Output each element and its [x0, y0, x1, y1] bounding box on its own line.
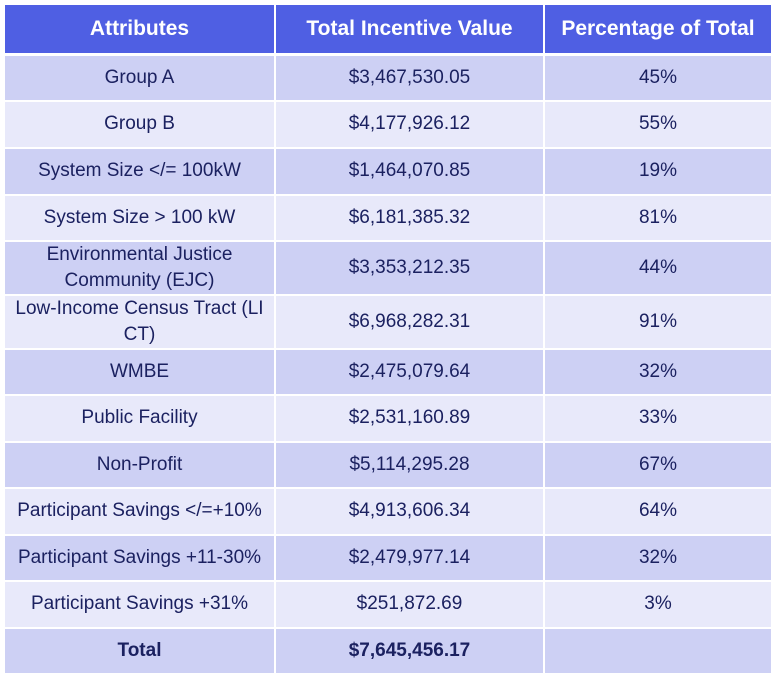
table-row: Public Facility $2,531,160.89 33% [5, 394, 771, 443]
attribute-cell: Environmental Justice Community (EJC) [5, 240, 276, 296]
incentive-summary-table: Attributes Total Incentive Value Percent… [5, 5, 771, 675]
value-cell: $251,872.69 [275, 580, 545, 629]
table-row: Non-Profit $5,114,295.28 67% [5, 441, 771, 489]
attribute-cell: Participant Savings +31% [5, 580, 276, 629]
value-cell: $4,913,606.34 [275, 487, 545, 536]
table-row: Group B $4,177,926.12 55% [5, 100, 771, 149]
percent-cell: 55% [544, 100, 771, 149]
table-row: WMBE $2,475,079.64 32% [5, 348, 771, 396]
table-row: Participant Savings +11-30% $2,479,977.1… [5, 534, 771, 582]
table-row: Environmental Justice Community (EJC) $3… [5, 240, 771, 296]
value-cell: $3,467,530.05 [275, 54, 545, 102]
percent-cell: 19% [544, 147, 771, 196]
percent-cell: 44% [544, 240, 771, 296]
attribute-cell: WMBE [5, 348, 276, 396]
table-row: Participant Savings +31% $251,872.69 3% [5, 580, 771, 629]
value-cell: $2,475,079.64 [275, 348, 545, 396]
value-cell: $4,177,926.12 [275, 100, 545, 149]
attribute-cell: System Size </= 100kW [5, 147, 276, 196]
attribute-cell: Low-Income Census Tract (LI CT) [5, 294, 276, 350]
value-cell: $5,114,295.28 [275, 441, 545, 489]
attribute-cell: Participant Savings </=+10% [5, 487, 276, 536]
table-row: Participant Savings </=+10% $4,913,606.3… [5, 487, 771, 536]
header-percentage-of-total: Percentage of Total [544, 5, 771, 56]
total-value-cell: $7,645,456.17 [275, 627, 545, 675]
table-row: System Size > 100 kW $6,181,385.32 81% [5, 194, 771, 242]
header-attributes: Attributes [5, 5, 276, 56]
value-cell: $3,353,212.35 [275, 240, 545, 296]
percent-cell: 67% [544, 441, 771, 489]
percent-cell: 32% [544, 534, 771, 582]
percent-cell: 3% [544, 580, 771, 629]
total-percent-cell [544, 627, 771, 675]
value-cell: $6,181,385.32 [275, 194, 545, 242]
percent-cell: 33% [544, 394, 771, 443]
header-row: Attributes Total Incentive Value Percent… [5, 5, 771, 56]
value-cell: $1,464,070.85 [275, 147, 545, 196]
attribute-cell: System Size > 100 kW [5, 194, 276, 242]
header-total-incentive-value: Total Incentive Value [275, 5, 545, 56]
percent-cell: 32% [544, 348, 771, 396]
attribute-cell: Group B [5, 100, 276, 149]
value-cell: $6,968,282.31 [275, 294, 545, 350]
value-cell: $2,479,977.14 [275, 534, 545, 582]
percent-cell: 81% [544, 194, 771, 242]
total-label-cell: Total [5, 627, 276, 675]
total-row: Total $7,645,456.17 [5, 627, 771, 675]
table-row: Group A $3,467,530.05 45% [5, 54, 771, 102]
table-row: System Size </= 100kW $1,464,070.85 19% [5, 147, 771, 196]
value-cell: $2,531,160.89 [275, 394, 545, 443]
percent-cell: 45% [544, 54, 771, 102]
attribute-cell: Group A [5, 54, 276, 102]
attribute-cell: Non-Profit [5, 441, 276, 489]
percent-cell: 91% [544, 294, 771, 350]
attribute-cell: Public Facility [5, 394, 276, 443]
attribute-cell: Participant Savings +11-30% [5, 534, 276, 582]
table-row: Low-Income Census Tract (LI CT) $6,968,2… [5, 294, 771, 350]
percent-cell: 64% [544, 487, 771, 536]
